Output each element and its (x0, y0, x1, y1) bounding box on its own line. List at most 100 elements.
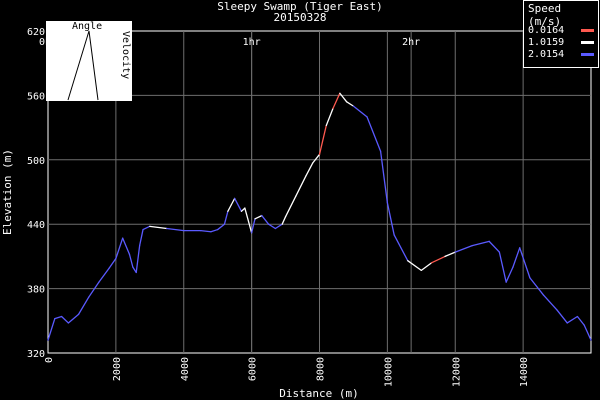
inset-angle-label: Angle (72, 21, 102, 32)
tick-labels: 0 2000 4000 6000 8000 10000 12000 14000 320 380 44… (27, 27, 530, 387)
elevation-segment (454, 245, 473, 253)
legend-swatch-slow (581, 29, 594, 32)
elevation-segment (128, 253, 134, 268)
elevation-segment (352, 105, 368, 118)
time-tick-label: 2hr (402, 37, 420, 48)
grid (48, 31, 591, 353)
elevation-segment (261, 214, 270, 225)
legend-entry-label: 2.0154 (528, 49, 565, 60)
elevation-segment (250, 218, 256, 234)
elevation-segment (254, 214, 263, 220)
elevation-segment (234, 197, 243, 212)
elevation-segment (88, 281, 100, 298)
elevation-segment (67, 313, 80, 324)
elevation-line (47, 92, 592, 341)
elevation-segment (498, 251, 507, 283)
elevation-segment (519, 247, 531, 279)
legend-swatch-medium (581, 41, 594, 44)
elevation-segment (98, 267, 110, 283)
x-tick-label: 12000 (451, 357, 462, 387)
elevation-segment (379, 150, 389, 204)
elevation-segment (267, 223, 277, 230)
elevation-segment (505, 266, 514, 283)
elevation-segment (240, 207, 246, 212)
elevation-segment (281, 216, 287, 225)
speed-legend: Speed (m/s) 0.0164 1.0159 2.0154 (523, 0, 599, 68)
elevation-segment (332, 92, 341, 109)
elevation-segment (430, 255, 446, 264)
inset-curve (67, 30, 99, 101)
elevation-segment (135, 245, 141, 274)
inset-velocity-label: Velocity (120, 31, 131, 79)
elevation-segment (244, 207, 253, 234)
elevation-segment (230, 197, 236, 206)
y-tick-label: 380 (27, 285, 45, 296)
y-axis-label: Elevation (m) (1, 149, 14, 235)
x-tick-label: 0 (44, 357, 55, 363)
legend-entry: 0.0164 (528, 25, 596, 37)
x-axis-label: Distance (m) (279, 387, 358, 400)
elevation-segment (576, 315, 585, 326)
elevation-segment (325, 107, 334, 127)
y-tick-label: 560 (27, 91, 45, 102)
elevation-segment (138, 228, 144, 247)
elevation-segment (115, 237, 124, 260)
elevation-segment (542, 294, 558, 311)
x-tick-label: 14000 (519, 357, 530, 387)
elevation-segment (556, 309, 568, 324)
elevation-segment (295, 175, 307, 197)
elevation-segment (284, 195, 297, 218)
elevation-segment (566, 315, 579, 324)
x-tick-label: 8000 (316, 357, 327, 381)
elevation-segment (149, 225, 168, 230)
x-tick-label: 10000 (383, 357, 394, 387)
elevation-segment (512, 247, 521, 268)
y-tick-label: 320 (27, 349, 45, 360)
elevation-segment (54, 315, 63, 320)
elevation-segment (60, 315, 70, 324)
y-tick-label: 500 (27, 156, 45, 167)
elevation-segment (366, 116, 382, 152)
chart-title: Sleepy Swamp (Tiger East) (217, 0, 383, 13)
elevation-segment (339, 92, 348, 103)
elevation-segment (407, 260, 422, 272)
elevation-segment (132, 266, 137, 274)
elevation-segment (142, 225, 151, 231)
elevation-segment (47, 318, 56, 341)
legend-title: Speed (m/s) (528, 2, 562, 28)
elevation-segment (108, 257, 117, 269)
elevation-segment (274, 223, 283, 230)
elevation-segment (420, 262, 433, 272)
elevation-segment (223, 210, 229, 225)
elevation-segment (393, 234, 409, 262)
legend-entry-label: 0.0164 (528, 25, 565, 36)
elevation-segment (210, 228, 219, 233)
time-tick-label: 1hr (243, 37, 261, 48)
legend-entry: 2.0154 (528, 49, 596, 61)
y-tick-label: 440 (27, 220, 45, 231)
y-tick-label: 620 (27, 27, 45, 38)
elevation-segment (312, 153, 321, 164)
elevation-segment (166, 227, 185, 232)
elevation-segment (217, 223, 226, 231)
elevation-segment (318, 124, 327, 156)
chart-subtitle: 20150328 (273, 11, 327, 24)
x-tick-label: 2000 (112, 357, 123, 381)
elevation-segment (471, 240, 490, 247)
elevation-segment (77, 296, 90, 316)
elevation-segment (488, 240, 501, 253)
elevation-segment (200, 229, 212, 233)
elevation-segment (122, 237, 131, 255)
x-tick-label: 6000 (248, 357, 259, 381)
angle-velocity-inset: Angle Velocity (46, 21, 132, 101)
elevation-segment (386, 202, 395, 236)
x-tick-label: 4000 (180, 357, 191, 381)
elevation-segment (529, 277, 545, 296)
elevation-segment (444, 251, 456, 258)
elevation-segment (227, 204, 232, 212)
elevation-segment (583, 324, 592, 341)
elevation-segment (305, 162, 314, 177)
elevation-segment (345, 101, 355, 107)
legend-swatch-fast (581, 53, 594, 56)
